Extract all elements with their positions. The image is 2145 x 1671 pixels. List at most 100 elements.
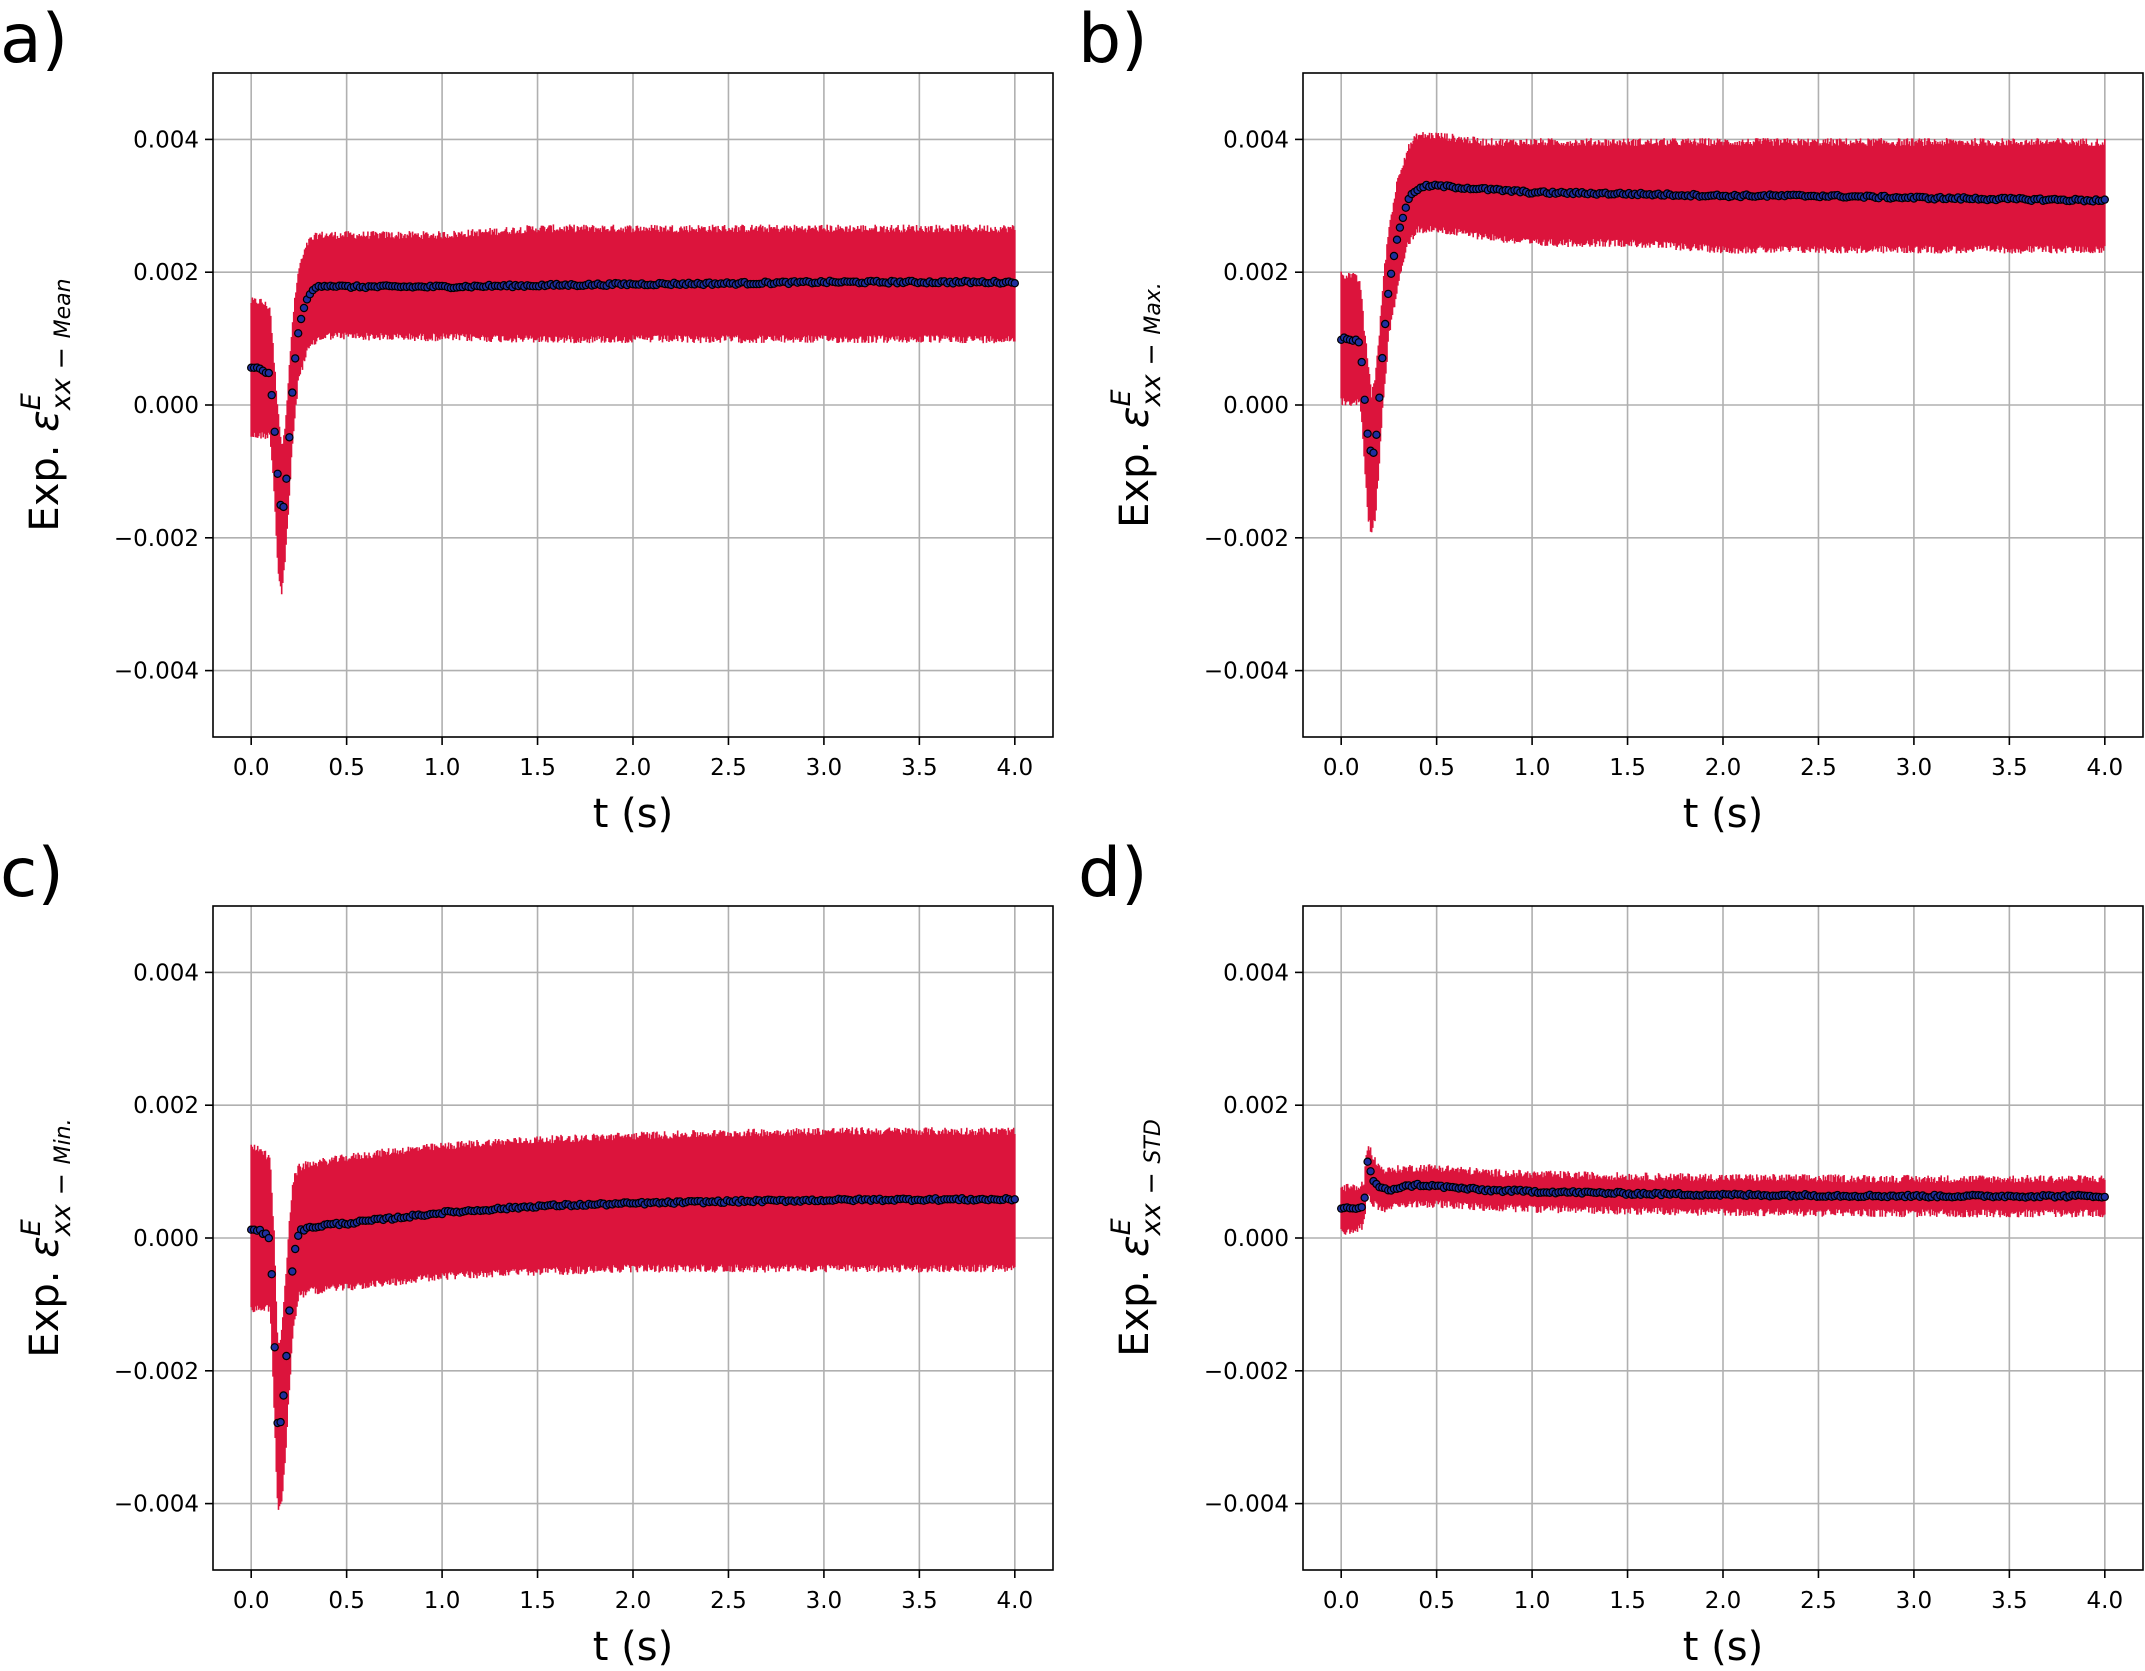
chart-panel-1: a) 0.0 0.5 1.0 1.5 2.0 2.5 3.0 3.5 4.0 −0.004 −0.00… bbox=[0, 0, 1054, 837]
x-tick-label: 4.0 bbox=[2087, 755, 2124, 781]
x-tick-label: 4.0 bbox=[2087, 1588, 2124, 1614]
x-tick-label: 3.5 bbox=[901, 755, 938, 781]
chart-panel-2: b) 0.0 0.5 1.0 1.5 2.0 2.5 3.0 3.5 4.0 −0.004 −0.00… bbox=[1078, 0, 2144, 837]
chart-panel-3: c) 0.0 0.5 1.0 1.5 2.0 2.5 3.0 3.5 4.0 −0.004 −0.00… bbox=[0, 834, 1054, 1670]
data-point bbox=[264, 1233, 273, 1243]
x-tick-label: 0.0 bbox=[1323, 755, 1360, 781]
data-point bbox=[267, 1269, 276, 1279]
x-axis-label: t (s) bbox=[1683, 791, 1763, 837]
y-tick-label: 0.004 bbox=[1223, 960, 1289, 986]
data-point bbox=[267, 390, 276, 400]
x-tick-label: 3.5 bbox=[1991, 1588, 2028, 1614]
y-tick-label: −0.004 bbox=[114, 659, 199, 685]
data-point bbox=[1357, 357, 1366, 367]
y-tick-label: 0.000 bbox=[133, 393, 199, 419]
data-point bbox=[294, 329, 303, 338]
x-tick-label: 0.0 bbox=[233, 755, 270, 781]
x-tick-label: 1.5 bbox=[519, 1588, 556, 1614]
data-markers bbox=[246, 276, 1020, 512]
data-point bbox=[288, 1267, 297, 1276]
x-tick-label: 1.0 bbox=[424, 755, 461, 781]
data-point bbox=[1401, 203, 1411, 212]
data-point bbox=[285, 433, 294, 442]
data-point bbox=[279, 502, 288, 512]
data-point bbox=[1395, 223, 1405, 232]
x-tick-label: 2.0 bbox=[1705, 1588, 1742, 1614]
data-markers bbox=[1336, 180, 2109, 457]
data-markers bbox=[1336, 1157, 2109, 1214]
data-point bbox=[1363, 1157, 1372, 1166]
data-point bbox=[1389, 251, 1399, 261]
y-axis-label: Exp. εExx − Mean bbox=[16, 278, 77, 531]
y-tick-label: 0.004 bbox=[1223, 127, 1289, 153]
x-tick-label: 3.0 bbox=[806, 1588, 843, 1614]
data-point bbox=[296, 314, 306, 324]
y-tick-label: 0.000 bbox=[133, 1226, 199, 1252]
x-tick-label: 1.0 bbox=[424, 1588, 461, 1614]
x-tick-label: 1.0 bbox=[1514, 755, 1551, 781]
panel-letter: c) bbox=[0, 834, 64, 913]
y-tick-label: 0.000 bbox=[1223, 1226, 1289, 1252]
x-tick-label: 3.5 bbox=[901, 1588, 938, 1614]
x-tick-label: 3.5 bbox=[1991, 755, 2028, 781]
x-tick-label: 1.5 bbox=[1609, 755, 1646, 781]
x-tick-label: 0.0 bbox=[1323, 1588, 1360, 1614]
data-point bbox=[288, 388, 297, 397]
data-point bbox=[1354, 338, 1364, 347]
y-tick-label: 0.000 bbox=[1223, 393, 1289, 419]
x-tick-label: 1.5 bbox=[519, 755, 556, 781]
x-tick-label: 1.5 bbox=[1609, 1588, 1646, 1614]
y-tick-label: 0.004 bbox=[133, 127, 199, 153]
y-tick-label: −0.002 bbox=[114, 1359, 199, 1385]
data-point bbox=[285, 1306, 294, 1315]
y-axis-label: Exp. εExx − STD bbox=[1106, 1119, 1167, 1357]
data-point bbox=[282, 1351, 291, 1361]
data-point bbox=[2100, 195, 2109, 204]
y-tick-label: 0.002 bbox=[133, 260, 199, 286]
data-point bbox=[1360, 395, 1369, 404]
x-tick-label: 2.5 bbox=[710, 755, 747, 781]
x-tick-label: 3.0 bbox=[1896, 1588, 1933, 1614]
y-tick-label: −0.002 bbox=[114, 526, 199, 552]
x-tick-label: 2.5 bbox=[1800, 755, 1837, 781]
y-tick-label: −0.002 bbox=[1204, 526, 1289, 552]
x-tick-label: 4.0 bbox=[997, 755, 1034, 781]
data-point bbox=[1375, 393, 1384, 402]
data-point bbox=[2100, 1192, 2109, 1202]
y-tick-label: 0.002 bbox=[1223, 260, 1289, 286]
data-point bbox=[291, 354, 300, 363]
data-point bbox=[273, 469, 282, 478]
data-point bbox=[1010, 1195, 1020, 1204]
x-axis-label: t (s) bbox=[593, 791, 673, 837]
data-point bbox=[1398, 213, 1408, 223]
data-point bbox=[279, 1391, 288, 1400]
y-tick-label: 0.004 bbox=[133, 960, 199, 986]
data-point bbox=[1386, 269, 1396, 278]
y-tick-label: −0.004 bbox=[114, 1492, 199, 1518]
data-point bbox=[1369, 448, 1378, 457]
x-tick-label: 0.5 bbox=[1418, 755, 1455, 781]
x-tick-label: 2.0 bbox=[615, 1588, 652, 1614]
data-point bbox=[270, 1343, 279, 1352]
x-tick-label: 4.0 bbox=[997, 1588, 1034, 1614]
data-point bbox=[270, 427, 279, 436]
data-point bbox=[1366, 1167, 1375, 1176]
data-point bbox=[1392, 235, 1402, 244]
y-tick-label: −0.002 bbox=[1204, 1359, 1289, 1385]
panel-letter: a) bbox=[0, 0, 68, 79]
y-axis-label: Exp. εExx − Min. bbox=[16, 1118, 77, 1357]
data-point bbox=[276, 1417, 285, 1427]
data-point bbox=[1383, 289, 1393, 299]
data-point bbox=[291, 1244, 300, 1254]
data-point bbox=[1380, 319, 1390, 329]
x-tick-label: 3.0 bbox=[806, 755, 843, 781]
x-tick-label: 3.0 bbox=[1896, 755, 1933, 781]
error-band bbox=[1340, 1146, 2106, 1235]
data-point bbox=[1357, 1202, 1366, 1212]
x-axis-label: t (s) bbox=[593, 1624, 673, 1670]
error-band bbox=[250, 224, 1016, 595]
x-tick-label: 0.5 bbox=[328, 755, 365, 781]
data-point bbox=[264, 368, 273, 378]
x-tick-label: 0.5 bbox=[328, 1588, 365, 1614]
